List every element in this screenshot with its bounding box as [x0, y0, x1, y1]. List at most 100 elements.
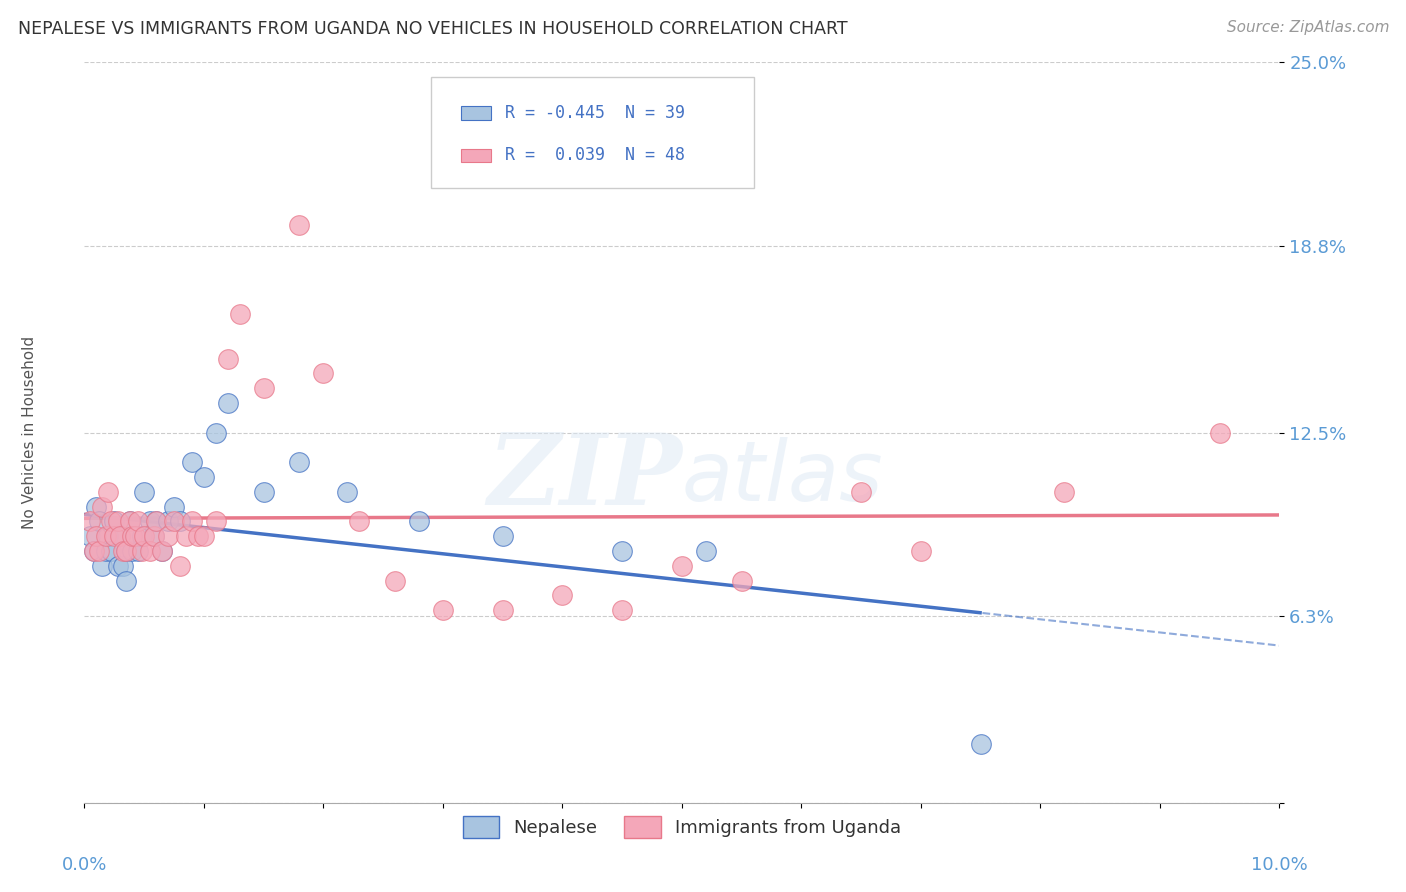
Point — [181, 455, 204, 469]
Point — [145, 515, 167, 529]
Point — [110, 529, 132, 543]
FancyBboxPatch shape — [461, 106, 491, 120]
Point — [174, 529, 197, 543]
Point — [131, 544, 153, 558]
Point — [205, 515, 228, 529]
Point — [851, 484, 873, 499]
Point — [118, 515, 141, 529]
Point — [181, 515, 204, 529]
Point — [139, 515, 162, 529]
Point — [157, 515, 180, 529]
Point — [97, 529, 120, 543]
Point — [79, 515, 101, 529]
Point — [110, 529, 132, 543]
Point — [492, 603, 515, 617]
FancyBboxPatch shape — [461, 148, 491, 162]
Text: Source: ZipAtlas.com: Source: ZipAtlas.com — [1226, 20, 1389, 35]
Point — [87, 515, 110, 529]
Point — [349, 515, 371, 529]
Point — [312, 367, 335, 381]
Point — [288, 219, 311, 233]
Point — [127, 544, 149, 558]
Point — [336, 484, 359, 499]
Point — [103, 515, 125, 529]
Point — [121, 544, 143, 558]
Point — [118, 515, 141, 529]
Point — [121, 529, 143, 543]
Legend: Nepalese, Immigrants from Uganda: Nepalese, Immigrants from Uganda — [456, 809, 908, 846]
Point — [205, 425, 228, 440]
Point — [127, 515, 149, 529]
Point — [551, 589, 574, 603]
Point — [86, 500, 108, 514]
Point — [253, 381, 276, 395]
Point — [288, 455, 311, 469]
Point — [124, 529, 146, 543]
Point — [150, 544, 173, 558]
Point — [157, 529, 180, 543]
Text: atlas: atlas — [682, 436, 883, 517]
Point — [103, 529, 125, 543]
Point — [193, 470, 215, 484]
Point — [100, 515, 122, 529]
Point — [107, 558, 129, 573]
Point — [695, 544, 717, 558]
Point — [91, 500, 114, 514]
Point — [97, 484, 120, 499]
Point — [107, 515, 129, 529]
Point — [671, 558, 693, 573]
Text: NEPALESE VS IMMIGRANTS FROM UGANDA NO VEHICLES IN HOUSEHOLD CORRELATION CHART: NEPALESE VS IMMIGRANTS FROM UGANDA NO VE… — [18, 20, 848, 37]
Point — [408, 515, 430, 529]
Point — [83, 544, 105, 558]
Point — [169, 515, 191, 529]
Point — [94, 544, 117, 558]
Point — [910, 544, 932, 558]
Point — [115, 544, 138, 558]
Point — [731, 574, 754, 588]
Text: No Vehicles in Household: No Vehicles in Household — [21, 336, 37, 529]
Point — [115, 544, 138, 558]
Point — [83, 544, 105, 558]
Text: R = -0.445  N = 39: R = -0.445 N = 39 — [505, 104, 685, 122]
Point — [142, 529, 165, 543]
Point — [432, 603, 454, 617]
Text: 10.0%: 10.0% — [1251, 856, 1308, 874]
Point — [142, 529, 165, 543]
Point — [1053, 484, 1076, 499]
Point — [193, 529, 215, 543]
Point — [217, 396, 239, 410]
Point — [169, 558, 191, 573]
Point — [100, 544, 122, 558]
Point — [384, 574, 406, 588]
Point — [94, 529, 117, 543]
Point — [111, 544, 134, 558]
Point — [612, 603, 634, 617]
Point — [132, 484, 156, 499]
Point — [970, 737, 993, 751]
Text: ZIP: ZIP — [486, 429, 682, 525]
Point — [187, 529, 209, 543]
Point — [87, 544, 110, 558]
Point — [131, 529, 153, 543]
Point — [139, 544, 162, 558]
Point — [79, 529, 101, 543]
Point — [150, 544, 173, 558]
Point — [1209, 425, 1232, 440]
Point — [229, 307, 252, 321]
Point — [91, 558, 114, 573]
Text: R =  0.039  N = 48: R = 0.039 N = 48 — [505, 146, 685, 164]
Point — [163, 515, 186, 529]
Point — [253, 484, 276, 499]
Point — [111, 558, 134, 573]
Point — [86, 529, 108, 543]
Point — [612, 544, 634, 558]
FancyBboxPatch shape — [432, 78, 754, 188]
Point — [145, 515, 167, 529]
Point — [217, 351, 239, 366]
Point — [124, 529, 146, 543]
Point — [492, 529, 515, 543]
Point — [132, 529, 156, 543]
Point — [163, 500, 186, 514]
Text: 0.0%: 0.0% — [62, 856, 107, 874]
Point — [115, 574, 138, 588]
